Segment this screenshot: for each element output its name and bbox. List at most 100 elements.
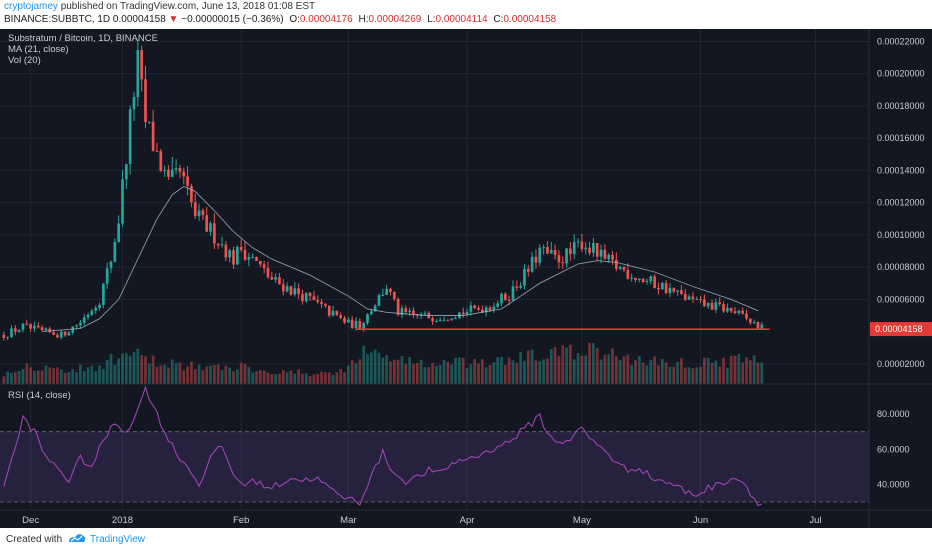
- volume-bar: [56, 367, 59, 384]
- volume-bar: [484, 367, 488, 384]
- volume-bar: [584, 355, 588, 384]
- candle-body: [132, 97, 136, 110]
- volume-bar: [243, 364, 247, 384]
- volume-bar: [672, 366, 676, 384]
- candle-body: [580, 241, 584, 250]
- volume-bar: [151, 355, 155, 384]
- volume-bar: [488, 364, 492, 384]
- candle-body: [569, 248, 572, 254]
- volume-bar: [412, 363, 415, 384]
- volume-bar: [105, 359, 109, 384]
- candle-body: [729, 307, 733, 312]
- candle-body: [553, 250, 557, 256]
- volume-bar: [121, 353, 124, 384]
- volume-bar: [136, 348, 140, 384]
- candle-body: [699, 298, 702, 300]
- candle-body: [389, 288, 392, 292]
- candle-body: [293, 288, 297, 295]
- volume-bar: [745, 357, 748, 384]
- volume-bar: [557, 356, 561, 384]
- candle-body: [465, 311, 469, 315]
- volume-bar: [423, 367, 427, 384]
- volume-bar: [178, 362, 182, 384]
- volume-bar: [258, 369, 262, 384]
- volume-bar: [618, 360, 622, 384]
- volume-bar: [599, 359, 603, 384]
- candle-body: [373, 305, 377, 312]
- candle-body: [404, 308, 408, 313]
- volume-bar: [572, 359, 576, 384]
- candle-body: [312, 296, 316, 300]
- candle-body: [645, 281, 649, 283]
- candle-body: [534, 256, 538, 263]
- candle-body: [710, 302, 714, 310]
- ma-indicator-label[interactable]: MA (21, close): [8, 44, 69, 55]
- volume-bar: [170, 359, 174, 384]
- volume-bar: [29, 367, 32, 384]
- publish-header: cryptojamey published on TradingView.com…: [4, 1, 315, 12]
- volume-bar: [324, 372, 327, 384]
- candle-body: [167, 169, 170, 177]
- time-tick-label: Mar: [340, 515, 356, 526]
- tradingview-logo-icon[interactable]: [68, 532, 86, 544]
- volume-bar: [6, 371, 9, 384]
- last-price: 0.00004158: [112, 14, 166, 25]
- candle-body: [435, 321, 438, 323]
- volume-bar: [611, 348, 614, 384]
- volume-bar: [193, 369, 197, 384]
- volume-bar: [419, 359, 423, 384]
- volume-bar: [209, 365, 212, 384]
- volume-bar: [278, 373, 281, 384]
- candle-body: [113, 242, 117, 262]
- created-with-label: Created with: [6, 534, 63, 545]
- tradingview-link[interactable]: TradingView: [90, 534, 146, 545]
- price-chart[interactable]: 0.00022000 0.00020000 0.00018000 0.00016000…: [0, 29, 932, 528]
- candle-body: [477, 307, 480, 310]
- volume-bar: [699, 366, 702, 384]
- volume-bar: [496, 357, 500, 384]
- rsi-band: [0, 431, 869, 502]
- candle-body: [201, 210, 205, 216]
- volume-bar: [236, 369, 239, 384]
- volume-bar: [52, 368, 55, 384]
- volume-bar: [607, 354, 611, 384]
- candle-body: [354, 321, 358, 328]
- candle-body: [121, 179, 124, 224]
- author-link[interactable]: cryptojamey: [4, 1, 58, 12]
- volume-bar: [741, 362, 745, 384]
- time-tick-label: Feb: [233, 515, 249, 526]
- candle-body: [500, 293, 503, 304]
- volume-bar: [255, 371, 258, 384]
- rsi-indicator-label[interactable]: RSI (14, close): [8, 390, 71, 401]
- candle-body: [178, 168, 182, 172]
- rsi-tick-label: 60.0000: [877, 444, 910, 454]
- volume-bar: [2, 376, 6, 384]
- candle-body: [653, 276, 656, 288]
- candle-body: [186, 176, 189, 186]
- candle-body: [607, 254, 611, 260]
- rsi-line: [3, 385, 762, 507]
- volume-bar: [59, 369, 63, 384]
- volume-bar: [331, 374, 335, 384]
- volume-bar: [657, 365, 660, 384]
- candle-body: [228, 250, 232, 258]
- volume-bar: [500, 356, 503, 384]
- rsi-tick-label: 40.0000: [877, 479, 910, 489]
- candle-body: [21, 323, 25, 330]
- candle-body: [163, 169, 166, 171]
- volume-bar: [17, 370, 21, 384]
- candle-body: [274, 277, 277, 280]
- volume-bar: [442, 360, 446, 384]
- vol-indicator-label[interactable]: Vol (20): [8, 55, 41, 66]
- volume-bar: [680, 358, 683, 384]
- candle-body: [102, 283, 105, 305]
- volume-bar: [461, 357, 465, 384]
- volume-bar: [228, 367, 232, 384]
- volume-bar: [33, 370, 36, 384]
- volume-bar: [159, 365, 163, 384]
- volume-bar: [756, 362, 760, 384]
- volume-bar: [415, 362, 419, 384]
- candle-body: [262, 264, 266, 269]
- volume-bar: [289, 370, 293, 384]
- candle-body: [641, 278, 645, 283]
